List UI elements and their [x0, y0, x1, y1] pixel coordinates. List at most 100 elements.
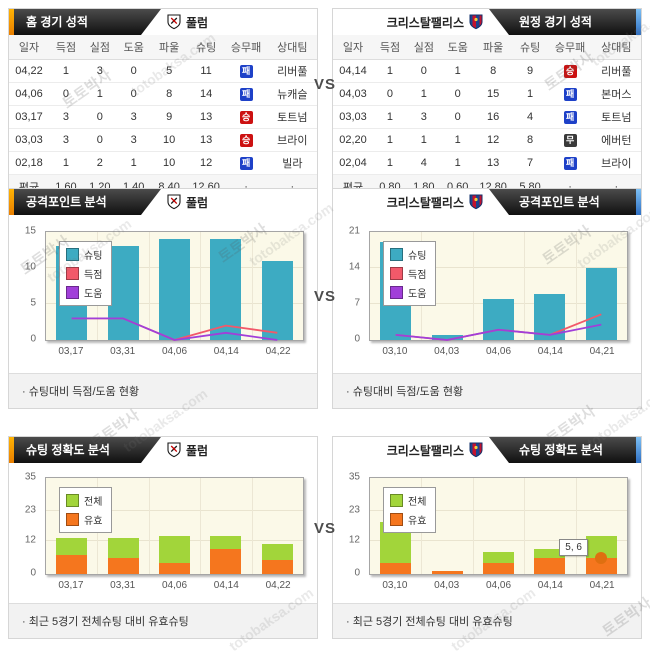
x-tick-label: 04,06 — [161, 346, 188, 357]
legend-item: 슈팅 — [390, 247, 426, 262]
x-tick-label: 04,21 — [589, 580, 615, 591]
x-tick-label: 04,14 — [537, 346, 563, 357]
vs-label: VS — [313, 76, 336, 93]
date-cell: 03,03 — [333, 105, 374, 129]
ontarget-bar-04,22[interactable] — [261, 560, 293, 574]
date-cell: 02,20 — [333, 128, 374, 152]
result-badge: 승 — [239, 110, 253, 124]
legend-swatch — [66, 513, 79, 526]
shots-bar-04,06[interactable] — [159, 239, 190, 340]
ontarget-bar-04,06[interactable] — [159, 563, 190, 574]
ontarget-bar-04,14[interactable] — [534, 557, 566, 574]
shots-bar-03,31[interactable] — [107, 246, 139, 340]
blue-accent-bar — [636, 189, 641, 215]
legend-swatch — [390, 248, 403, 261]
shots-cell: 14 — [187, 82, 225, 106]
legend-item: 전체 — [390, 493, 426, 508]
shots-bar-04,22[interactable] — [261, 260, 293, 340]
shots-bar-04,21[interactable] — [585, 268, 617, 340]
ontarget-bar-03,31[interactable] — [107, 557, 139, 574]
result-cell: 패 — [548, 82, 592, 106]
result-cell: 패 — [224, 151, 268, 175]
result-badge: 승 — [563, 64, 577, 78]
opponent-cell: 브라이 — [591, 151, 641, 175]
chart-legend: 전체 유효 — [59, 487, 113, 533]
opponent-cell: 뉴캐슬 — [267, 82, 317, 106]
crystal-palace-logo-icon — [469, 194, 483, 210]
column-header: 상대팀 — [267, 35, 317, 60]
away-attack-panel: 공격포인트 분석 크리스탈팰리스 슈팅 득점 도움 0 7 14 21 03,10 04,0… — [332, 188, 642, 409]
date-cell: 04,14 — [333, 59, 374, 83]
legend-label: 전체 — [408, 497, 427, 508]
column-header: 승무패 — [224, 35, 268, 60]
shots-bar-04,03[interactable] — [431, 334, 463, 340]
away-record-panel: 원정 경기 성적 크리스탈팰리스 일자 득점 실점 도움 파울 슈팅 승무패 상대팀 04,1… — [332, 8, 642, 200]
x-tick-label: 04,21 — [589, 346, 615, 357]
legend-item: 슈팅 — [66, 247, 102, 262]
goals-cell: 0 — [373, 82, 407, 106]
vs-label: VS — [313, 520, 336, 537]
legend-label: 득점 — [408, 270, 427, 281]
legend-label: 도움 — [84, 289, 103, 300]
plot-area: 전체 유효 — [45, 477, 304, 575]
assists-cell: 1 — [440, 151, 475, 175]
section-title: 공격포인트 분석 — [519, 195, 600, 209]
hover-point — [595, 551, 608, 564]
x-tick-label: 03,10 — [382, 580, 408, 591]
date-cell: 04,06 — [9, 82, 50, 106]
date-cell: 02,18 — [9, 151, 50, 175]
column-header: 득점 — [373, 35, 407, 60]
x-tick-label: 03,31 — [110, 346, 136, 357]
legend-swatch — [66, 248, 79, 261]
goals-cell: 0 — [49, 82, 83, 106]
result-cell: 승 — [224, 128, 268, 152]
fouls-cell: 9 — [150, 105, 188, 129]
y-tick-label: 23 — [348, 504, 360, 516]
opponent-cell: 리버풀 — [591, 59, 641, 83]
goals-cell: 3 — [49, 128, 83, 152]
shots-bar-04,06[interactable] — [483, 298, 514, 340]
x-axis: 03,10 04,03 04,06 04,14 04,21 — [369, 580, 628, 594]
conceded-cell: 1 — [406, 128, 441, 152]
opponent-cell: 토트넘 — [267, 105, 317, 129]
ontarget-bar-03,10[interactable] — [380, 563, 412, 574]
v-gridline — [524, 232, 526, 340]
ontarget-bar-04,21[interactable] — [585, 557, 617, 574]
conceded-cell: 1 — [406, 82, 441, 106]
section-title: 슈팅 정확도 분석 — [26, 443, 110, 457]
h-gridline — [370, 540, 627, 542]
shots-cell: 1 — [511, 82, 549, 106]
y-tick-label: 23 — [24, 504, 36, 516]
team-label: 풀럼 — [167, 437, 208, 463]
away-accuracy-panel: 슈팅 정확도 분석 크리스탈팰리스 5, 6 전체 유효 0 12 23 35 03,10… — [332, 436, 642, 639]
goals-cell: 1 — [373, 59, 407, 83]
x-tick-label: 03,10 — [382, 346, 408, 357]
y-tick-label: 35 — [24, 471, 36, 483]
ontarget-bar-04,03[interactable] — [431, 571, 463, 574]
x-tick-label: 04,03 — [434, 580, 460, 591]
shots-cell: 9 — [511, 59, 549, 83]
table-row: 02,20 1 1 1 12 8 무 에버턴 — [333, 128, 641, 152]
section-title: 홈 경기 성적 — [26, 15, 88, 29]
ontarget-bar-04,14[interactable] — [210, 549, 242, 574]
chart-legend: 슈팅 득점 도움 — [383, 241, 437, 306]
result-badge: 패 — [239, 87, 253, 101]
column-header: 슈팅 — [511, 35, 549, 60]
result-cell: 무 — [548, 128, 592, 152]
record-row: 홈 경기 성적 풀럼 일자 득점 실점 도움 파울 슈팅 승무패 상대팀 04,22 1 3 … — [8, 8, 642, 200]
shots-bar-04,14[interactable] — [210, 239, 242, 340]
fulham-logo-icon — [167, 442, 181, 458]
result-cell: 승 — [548, 59, 592, 83]
home-accuracy-chart: 전체 유효 0 12 23 35 03,17 03,31 04,06 04,14 04,22 — [9, 463, 317, 603]
y-tick-label: 0 — [354, 567, 360, 579]
ontarget-bar-03,17[interactable] — [56, 554, 88, 574]
team-label: 크리스탈팰리스 — [387, 437, 483, 463]
home-attack-chart: 슈팅 득점 도움 0 5 10 15 03,17 03,31 04,06 04,14 04,22 — [9, 215, 317, 373]
ontarget-bar-04,06[interactable] — [483, 563, 514, 574]
fouls-cell: 8 — [474, 59, 512, 83]
team-name: 크리스탈팰리스 — [386, 443, 464, 458]
away-accuracy-chart: 5, 6 전체 유효 0 12 23 35 03,10 04,03 04,06 04,14 04,… — [333, 463, 641, 603]
conceded-cell: 4 — [406, 151, 441, 175]
date-cell: 04,03 — [333, 82, 374, 106]
assists-cell: 0 — [440, 82, 475, 106]
